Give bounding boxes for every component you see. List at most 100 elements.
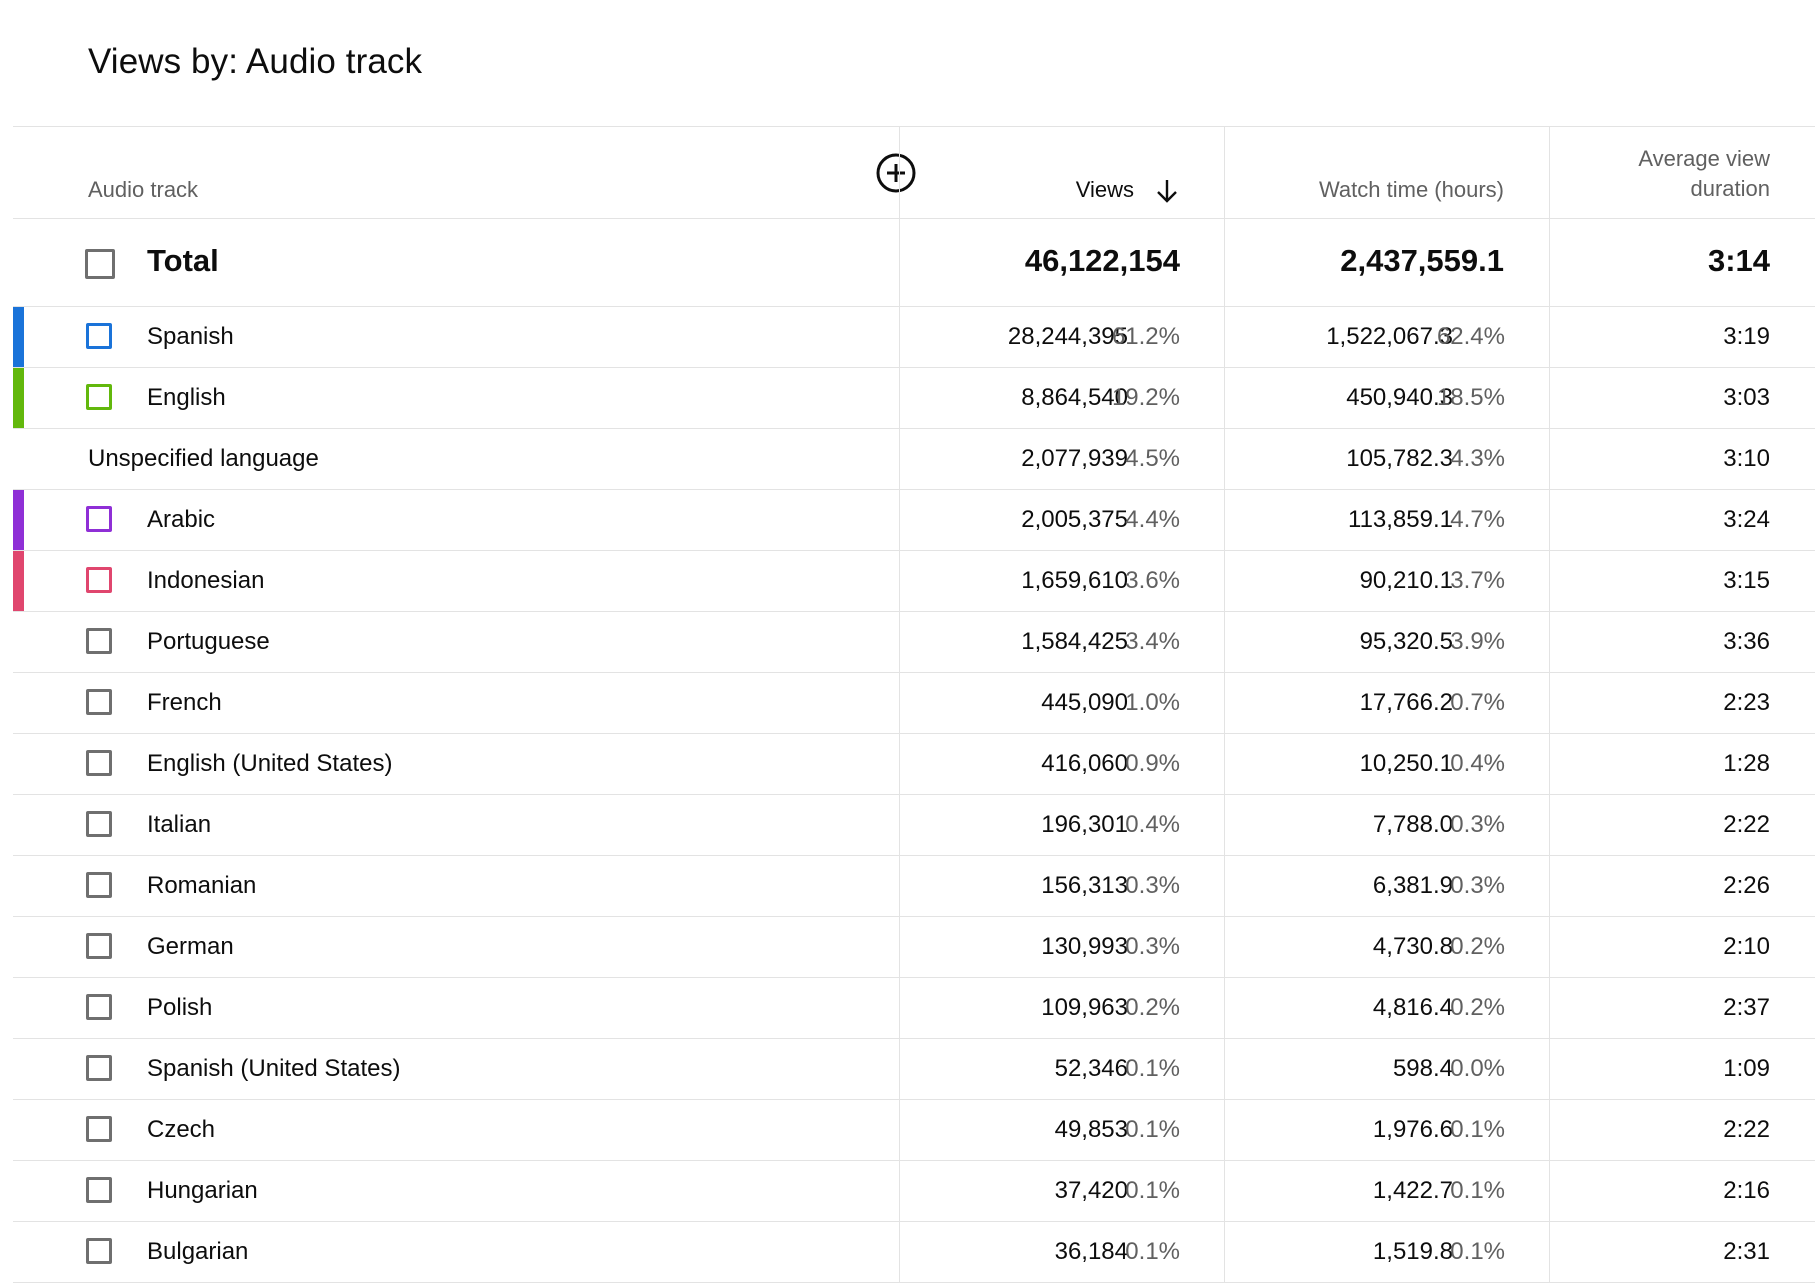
table-row[interactable]: Hungarian 37,420 0.1% 1,422.7 0.1% 2:16 — [13, 1161, 1815, 1222]
row-avg-cell: 1:28 — [1549, 734, 1815, 794]
row-watch-value: 1,976.6 — [1372, 1116, 1453, 1143]
row-name: Unspecified language — [88, 445, 319, 472]
row-name-cell: Bulgarian — [13, 1222, 899, 1282]
row-views-cell: 416,060 0.9% — [899, 734, 1224, 794]
row-watch-cell: 95,320.5 3.9% — [1224, 612, 1549, 672]
row-watch-cell: 10,250.1 0.4% — [1224, 734, 1549, 794]
table-row[interactable]: French 445,090 1.0% 17,766.2 0.7% 2:23 — [13, 673, 1815, 734]
row-checkbox[interactable] — [86, 994, 112, 1020]
row-watch-value: 95,320.5 — [1359, 628, 1453, 655]
row-checkbox[interactable] — [86, 750, 112, 776]
table-row[interactable]: Spanish (United States) 52,346 0.1% 598.4 0.… — [13, 1039, 1815, 1100]
row-watch-percent: 0.4% — [1450, 750, 1505, 777]
table-row[interactable]: Czech 49,853 0.1% 1,976.6 0.1% 2:22 — [13, 1100, 1815, 1161]
row-name: English — [147, 384, 226, 411]
table-row[interactable]: Romanian 156,313 0.3% 6,381.9 0.3% 2:26 — [13, 856, 1815, 917]
table-row[interactable]: German 130,993 0.3% 4,730.8 0.2% 2:10 — [13, 917, 1815, 978]
row-avg-value: 2:10 — [1723, 933, 1770, 960]
series-color-bar — [13, 490, 24, 550]
row-checkbox[interactable] — [86, 567, 112, 593]
row-avg-value: 2:16 — [1723, 1177, 1770, 1204]
row-watch-percent: 4.3% — [1450, 445, 1505, 472]
row-views-value: 8,864,540 — [1021, 384, 1128, 411]
row-name-cell: English — [13, 368, 899, 428]
row-watch-cell: 598.4 0.0% — [1224, 1039, 1549, 1099]
row-name-cell: Italian — [13, 795, 899, 855]
header-cell-views[interactable]: Views — [899, 126, 1224, 218]
row-checkbox[interactable] — [86, 1116, 112, 1142]
row-views-value: 445,090 — [1041, 689, 1128, 716]
header-cell-average-view-duration[interactable]: Average view duration — [1549, 126, 1815, 218]
row-name: Polish — [147, 994, 213, 1021]
table-header-row: Audio track Views Watch time (hours) A — [13, 126, 1815, 219]
row-checkbox[interactable] — [86, 689, 112, 715]
row-checkbox[interactable] — [86, 323, 112, 349]
series-color-bar — [13, 307, 24, 367]
row-checkbox[interactable] — [86, 811, 112, 837]
row-views-cell: 49,853 0.1% — [899, 1100, 1224, 1160]
row-watch-percent: 3.7% — [1450, 567, 1505, 594]
row-watch-cell: 1,422.7 0.1% — [1224, 1161, 1549, 1221]
header-label-watch-time[interactable]: Watch time (hours) — [1318, 177, 1504, 202]
row-checkbox[interactable] — [86, 1238, 112, 1264]
row-watch-value: 4,730.8 — [1372, 933, 1453, 960]
row-name: Italian — [147, 811, 212, 838]
total-checkbox[interactable] — [85, 249, 115, 279]
row-watch-cell: 4,816.4 0.2% — [1224, 978, 1549, 1038]
total-avg-cell: 3:14 — [1549, 219, 1815, 306]
arrow-down-icon[interactable] — [1156, 178, 1178, 204]
table-row[interactable]: Portuguese 1,584,425 3.4% 95,320.5 3.9% 3:36 — [13, 612, 1815, 673]
row-checkbox[interactable] — [86, 933, 112, 959]
row-views-percent: 3.6% — [1125, 567, 1180, 594]
table-row[interactable]: Indonesian 1,659,610 3.6% 90,210.1 3.7% 3:15 — [13, 551, 1815, 612]
row-watch-value: 1,522,067.3 — [1326, 323, 1453, 350]
row-watch-percent: 0.1% — [1450, 1238, 1505, 1265]
row-checkbox[interactable] — [86, 506, 112, 532]
row-watch-value: 7,788.0 — [1372, 811, 1453, 838]
row-checkbox[interactable] — [86, 1055, 112, 1081]
table-row[interactable]: English 8,864,540 19.2% 450,940.3 18.5% 3:03 — [13, 368, 1815, 429]
row-name: Arabic — [147, 506, 216, 533]
row-checkbox[interactable] — [86, 872, 112, 898]
table-row[interactable]: Unspecified language 2,077,939 4.5% 105,782… — [13, 429, 1815, 490]
header-label-average-view-duration[interactable]: Average view duration — [1638, 144, 1770, 204]
header-cell-watch-time[interactable]: Watch time (hours) — [1224, 126, 1549, 218]
row-name-cell: Portuguese — [13, 612, 899, 672]
row-watch-value: 17,766.2 — [1359, 689, 1453, 716]
row-views-percent: 0.1% — [1125, 1177, 1180, 1204]
row-avg-cell: 1:09 — [1549, 1039, 1815, 1099]
row-views-percent: 0.1% — [1125, 1238, 1180, 1265]
row-watch-value: 1,519.8 — [1372, 1238, 1453, 1265]
row-watch-percent: 0.1% — [1450, 1116, 1505, 1143]
table-row[interactable]: Spanish 28,244,395 61.2% 1,522,067.3 62.4% 3:… — [13, 307, 1815, 368]
row-avg-value: 3:15 — [1723, 567, 1770, 594]
row-views-percent: 0.9% — [1125, 750, 1180, 777]
row-avg-value: 3:10 — [1723, 445, 1770, 472]
row-name: Portuguese — [147, 628, 270, 655]
row-avg-cell: 2:16 — [1549, 1161, 1815, 1221]
header-label-avg-line1: Average view — [1638, 146, 1770, 171]
row-checkbox[interactable] — [86, 1177, 112, 1203]
total-label: Total — [147, 243, 219, 278]
row-name: French — [147, 689, 222, 716]
row-checkbox[interactable] — [86, 384, 112, 410]
row-views-cell: 109,963 0.2% — [899, 978, 1224, 1038]
row-views-percent: 3.4% — [1125, 628, 1180, 655]
row-watch-value: 450,940.3 — [1346, 384, 1453, 411]
row-avg-cell: 2:22 — [1549, 795, 1815, 855]
series-color-bar — [13, 368, 24, 428]
table-row[interactable]: English (United States) 416,060 0.9% 10,250… — [13, 734, 1815, 795]
row-name-cell: Spanish — [13, 307, 899, 367]
table-row[interactable]: Arabic 2,005,375 4.4% 113,859.1 4.7% 3:24 — [13, 490, 1815, 551]
row-name: Spanish — [147, 323, 234, 350]
add-circle-icon[interactable] — [875, 152, 917, 194]
page-title: Views by: Audio track — [88, 42, 423, 81]
header-label-views[interactable]: Views — [1075, 177, 1134, 202]
table-row[interactable]: Bulgarian 36,184 0.1% 1,519.8 0.1% 2:31 — [13, 1222, 1815, 1283]
row-watch-value: 90,210.1 — [1359, 567, 1453, 594]
row-name-cell: Polish — [13, 978, 899, 1038]
table-row[interactable]: Italian 196,301 0.4% 7,788.0 0.3% 2:22 — [13, 795, 1815, 856]
row-checkbox[interactable] — [86, 628, 112, 654]
table-row[interactable]: Polish 109,963 0.2% 4,816.4 0.2% 2:37 — [13, 978, 1815, 1039]
row-watch-cell: 1,522,067.3 62.4% — [1224, 307, 1549, 367]
